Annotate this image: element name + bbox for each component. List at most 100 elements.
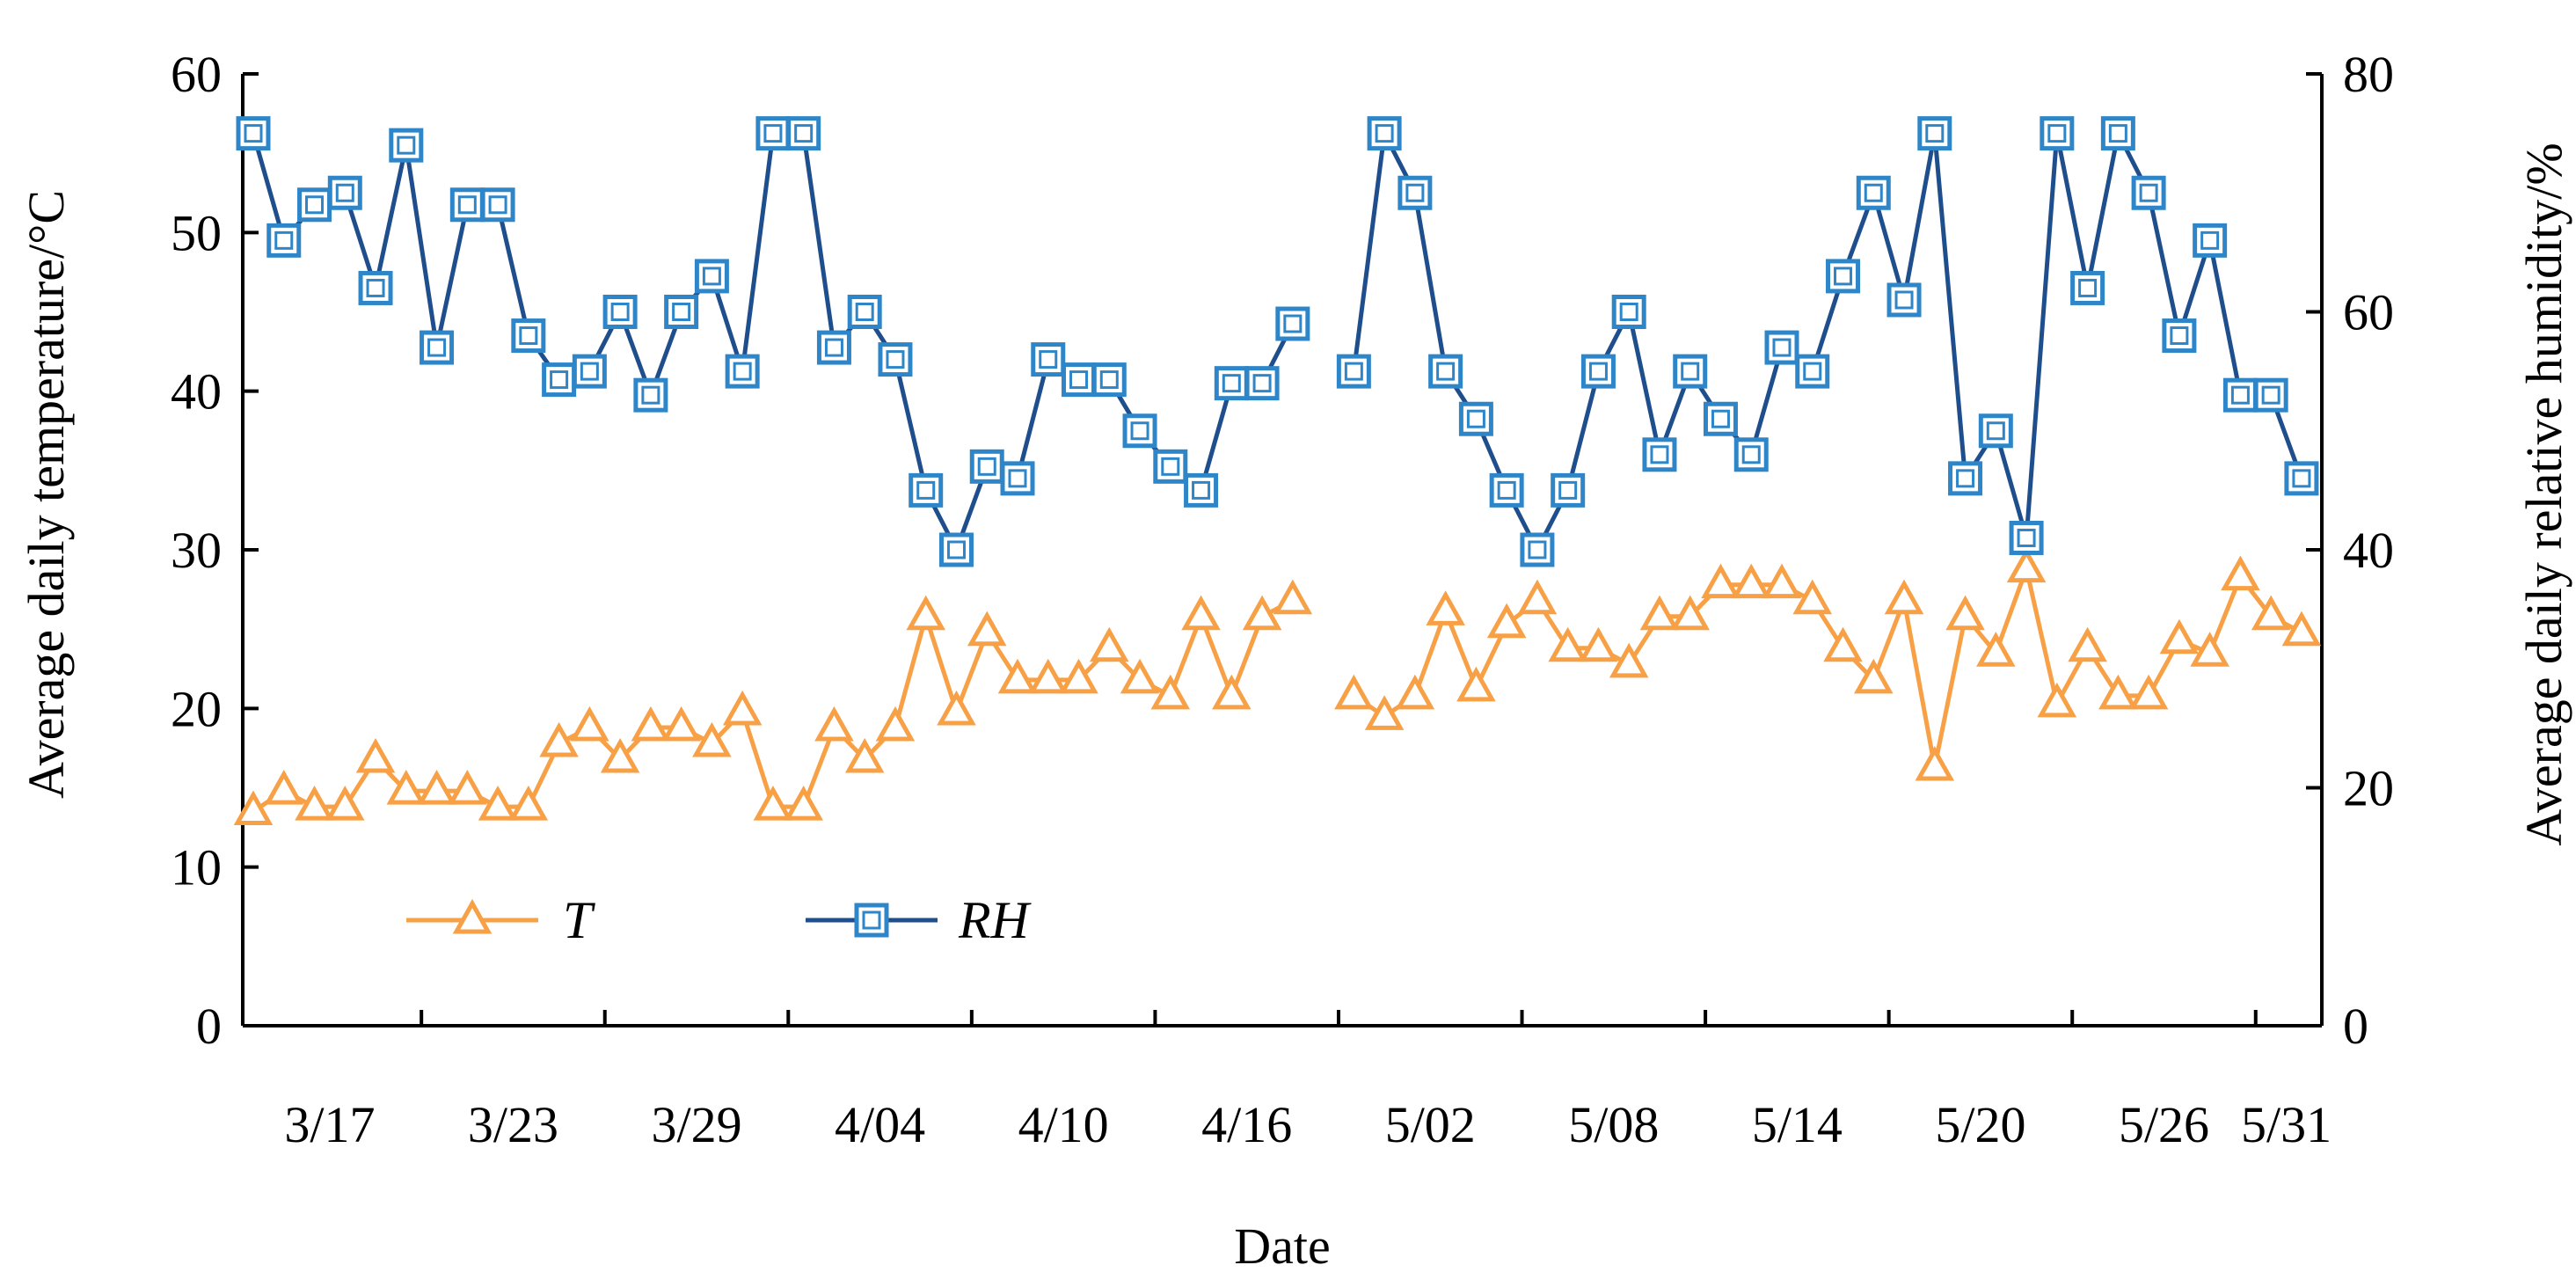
- series-rh-point-outer: [1428, 354, 1463, 389]
- series-t-point: [1915, 745, 1955, 781]
- x-tick-label: 3/23: [468, 1096, 558, 1153]
- series-rh-point: [2193, 223, 2228, 258]
- series-rh-point-inner: [1252, 374, 1272, 393]
- series-rh-point: [1642, 437, 1677, 472]
- series-rh-point-inner: [886, 350, 905, 369]
- series-rh-point-inner: [2230, 385, 2250, 405]
- x-tick-label: 3/17: [284, 1096, 375, 1153]
- series-rh-point: [664, 295, 699, 329]
- series-rh-point-outer: [1458, 401, 1493, 436]
- series-rh-point-outer: [1673, 354, 1708, 389]
- series-t-point: [1456, 666, 1496, 702]
- series-t-point: [600, 737, 640, 773]
- series-rh-point: [1886, 282, 1922, 318]
- series-t-point: [784, 786, 823, 821]
- series-t-point: [2098, 674, 2138, 710]
- series-rh-point: [2284, 461, 2319, 496]
- left-tick-label: 40: [171, 363, 222, 420]
- series-rh-point: [1673, 354, 1708, 389]
- series-rh-point-outer: [1367, 116, 1402, 151]
- series-rh-point: [1489, 472, 1524, 508]
- left-tick-label: 30: [171, 522, 222, 579]
- series-rh-point-outer: [938, 532, 974, 567]
- series-rh-point-outer: [1856, 175, 1891, 210]
- series-t-point: [2068, 626, 2107, 662]
- series-rh-point: [878, 342, 913, 377]
- series-rh-point-outer: [572, 354, 607, 389]
- series-t-point: [325, 786, 365, 821]
- x-tick-label: 4/16: [1201, 1096, 1292, 1153]
- series-rh-point: [511, 318, 546, 354]
- series-rh-point-outer: [1122, 413, 1157, 449]
- series-rh-point: [297, 187, 332, 223]
- series-t-point: [844, 737, 885, 773]
- series-lines: [251, 131, 2304, 814]
- series-rh-point-outer: [786, 116, 821, 151]
- series-rh-point-inner: [580, 362, 599, 381]
- series-rh-point-outer: [542, 362, 577, 398]
- series-rh-point-outer: [1520, 532, 1555, 567]
- series-t-point: [2006, 547, 2047, 583]
- series-rh-point: [327, 175, 362, 210]
- series-rh-point: [1551, 472, 1586, 508]
- series-rh-point: [602, 295, 638, 329]
- left-tick-label: 10: [171, 839, 222, 896]
- left-tick-label: 0: [196, 998, 222, 1055]
- series-rh-point-outer: [236, 116, 271, 151]
- series-rh-point-outer: [2100, 116, 2135, 151]
- series-rh-point-outer: [664, 295, 699, 329]
- series-t-point: [1731, 563, 1771, 599]
- series-t-point: [997, 658, 1038, 694]
- series-rh-point-outer: [816, 330, 851, 365]
- series-rh-point: [786, 116, 821, 151]
- series-rh-point-inner: [457, 195, 477, 215]
- series-rh-point: [816, 330, 851, 365]
- series-rh-point-inner: [1619, 303, 1638, 321]
- series-rh-point-inner: [1497, 480, 1516, 500]
- series-rh-point-outer: [389, 128, 424, 163]
- series-t-point: [1150, 674, 1191, 710]
- series-rh-point-inner: [855, 303, 874, 321]
- series-t-point: [1486, 603, 1527, 639]
- series-t-point: [1945, 595, 1985, 631]
- series-rh-point-inner: [2047, 124, 2067, 143]
- series-t-point: [386, 770, 427, 805]
- series-rh-point-inner: [702, 267, 721, 286]
- series-t-point: [1181, 595, 1221, 631]
- series-rh-point-inner: [1558, 480, 1578, 500]
- series-rh-point-outer: [420, 330, 455, 365]
- series-rh-point-inner: [1161, 457, 1180, 476]
- series-rh-point-inner: [1192, 480, 1211, 500]
- series-rh-point: [2040, 116, 2075, 151]
- right-tick-label: 60: [2343, 284, 2394, 341]
- series-rh-point-outer: [266, 223, 302, 258]
- series-rh-point: [1336, 354, 1371, 389]
- series-rh-point: [1062, 362, 1097, 398]
- legend-t-marker: [452, 898, 493, 934]
- series-rh-point-outer: [2284, 461, 2319, 496]
- series-t-point: [2037, 682, 2077, 718]
- series-t-point: [1762, 563, 1802, 599]
- series-rh-point-inner: [1039, 350, 1058, 369]
- series-rh-point-outer: [2009, 520, 2044, 555]
- series-t-point: [1854, 658, 1894, 694]
- series-rh-point: [755, 116, 791, 151]
- series-rh-point: [1978, 413, 2013, 449]
- series-t-point: [417, 770, 456, 805]
- series-t-point: [1212, 674, 1252, 710]
- series-rh-point-inner: [610, 303, 630, 321]
- series-rh-point-outer: [969, 449, 1004, 484]
- series-t-point: [1242, 595, 1282, 631]
- series-rh-point: [389, 128, 424, 163]
- series-rh-point-inner: [488, 195, 507, 215]
- series-t-point: [1701, 563, 1740, 599]
- series-t-point: [1976, 632, 2016, 667]
- series-rh-point: [2131, 175, 2166, 210]
- series-rh-point-inner: [1650, 445, 1669, 464]
- series-rh-point: [969, 449, 1004, 484]
- series-t-point: [1639, 595, 1680, 631]
- series-rh-point-inner: [550, 370, 569, 390]
- series-t-point: [814, 706, 854, 742]
- series-rh-point-inner: [1222, 374, 1241, 393]
